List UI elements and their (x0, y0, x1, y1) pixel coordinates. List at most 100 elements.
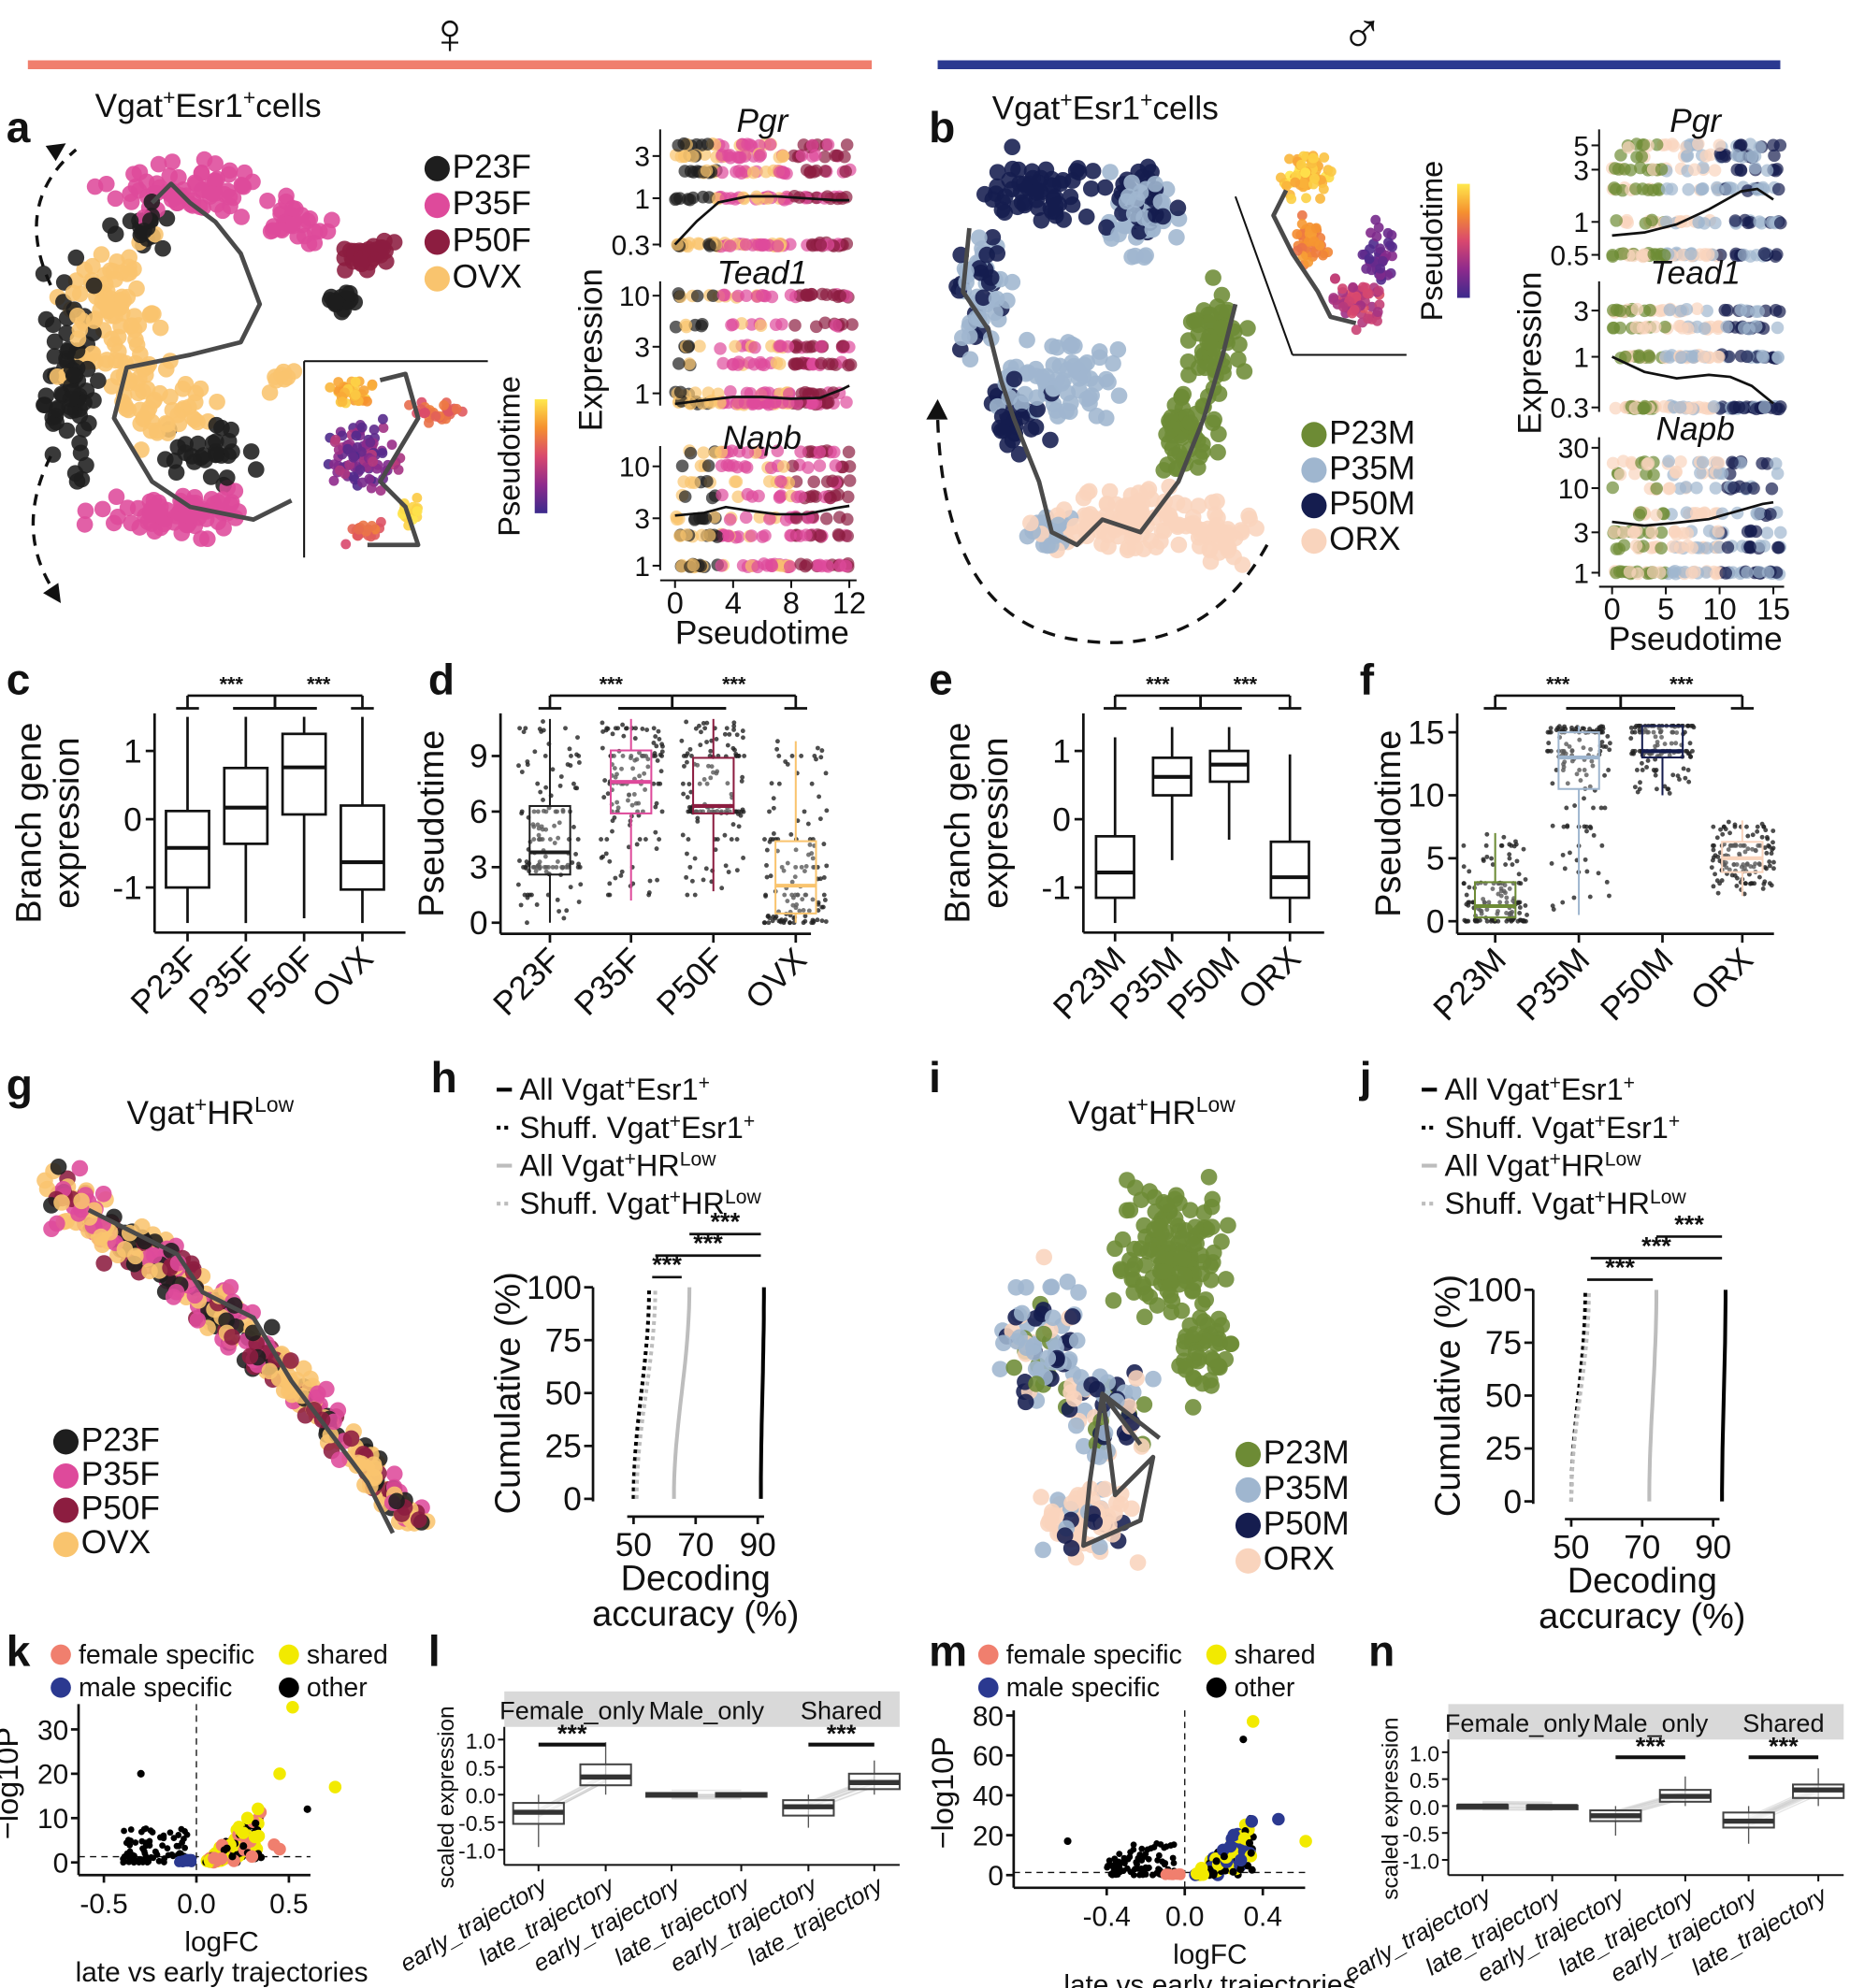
jitter-point (766, 920, 772, 926)
expression-point (1742, 323, 1756, 336)
expression-point (678, 490, 692, 503)
cell-point (123, 317, 140, 335)
expression-point (1701, 248, 1715, 261)
jitter-point (1710, 857, 1715, 863)
cell-point (158, 183, 176, 200)
cell-point (1070, 1284, 1087, 1301)
expression-point (684, 446, 698, 460)
cell-point (1205, 1351, 1221, 1368)
jitter-point (1525, 913, 1529, 917)
cell-point (67, 272, 85, 289)
jitter-point (1604, 879, 1610, 885)
expression-point (800, 164, 814, 177)
cell-point (1013, 1304, 1031, 1322)
inset-point (377, 413, 388, 425)
expression-point (813, 445, 827, 459)
jitter-point (1632, 785, 1638, 790)
expression-point (1764, 508, 1777, 521)
cell-point (340, 284, 358, 302)
jitter-point (762, 837, 767, 843)
jitter-point (1685, 768, 1691, 772)
cell-point (1056, 1527, 1074, 1544)
y-axis-label: Expression (573, 268, 610, 431)
expression-point (1682, 182, 1696, 196)
expression-point (740, 461, 754, 474)
box-OVX (774, 840, 817, 915)
cell-point (1082, 180, 1100, 197)
cell-point (1128, 1370, 1145, 1387)
cell-point (94, 1185, 112, 1203)
cell-point (1046, 380, 1062, 397)
expression-point (744, 529, 759, 542)
legend-label-ORX: ORX (1264, 1541, 1335, 1577)
jitter-point (1484, 831, 1490, 837)
expression-point (794, 490, 807, 503)
expression-point (1753, 507, 1766, 520)
jitter-point (1518, 881, 1524, 886)
text-part: Vgat (1068, 1095, 1136, 1131)
jitter-point (565, 762, 571, 767)
legend-label-P23F: P23F (453, 149, 531, 185)
expression-point (774, 474, 788, 488)
jitter-point (740, 807, 745, 813)
jitter-point (1771, 859, 1776, 865)
jitter-point (603, 851, 609, 857)
jitter-point (1711, 824, 1716, 829)
cell-point (1016, 196, 1033, 214)
expression-point (831, 149, 845, 163)
y-tick-label: 30 (1558, 434, 1589, 465)
jitter-point (734, 868, 740, 873)
superscript: + (1060, 88, 1072, 112)
inset-point (412, 493, 423, 503)
jitter-point (1464, 892, 1469, 898)
jitter-point (1771, 840, 1775, 845)
trend-curve (674, 384, 850, 406)
jitter-point (687, 746, 693, 752)
expression-point (701, 459, 715, 472)
expression-point (1697, 350, 1710, 364)
expression-point (1609, 401, 1623, 415)
cell-point (241, 1347, 259, 1365)
cell-point (1048, 339, 1066, 356)
expression-point (1637, 401, 1651, 415)
expression-point (1639, 217, 1653, 230)
inset-point (362, 396, 372, 407)
cell-point (36, 396, 52, 413)
cell-point (49, 368, 66, 385)
expression-point (755, 289, 769, 302)
cell-point (1076, 356, 1093, 374)
jitter-point (742, 753, 747, 758)
text-part: Esr1 (1073, 91, 1140, 127)
superscript: + (195, 1092, 207, 1116)
inset-point (1290, 177, 1301, 188)
jitter-point (695, 815, 701, 821)
inset-point (366, 483, 377, 494)
jitter-point (523, 726, 528, 731)
legend-label-OVX: OVX (81, 1524, 151, 1561)
expression-point (763, 512, 776, 526)
jitter-point (550, 767, 556, 772)
panel-label-d: d (428, 655, 455, 704)
cell-point (50, 1158, 67, 1175)
y-tick-label: 0.3 (1550, 394, 1588, 425)
legend-marker (424, 155, 450, 181)
inset-point (356, 422, 368, 433)
cell-point (278, 187, 295, 205)
y-tick-label: 10 (1558, 474, 1589, 505)
jitter-point (575, 735, 580, 741)
jitter-point (534, 902, 540, 907)
cell-point (90, 372, 107, 389)
cell-point (145, 491, 163, 509)
expression-point (1760, 164, 1774, 178)
cell-point (201, 188, 219, 205)
cell-point (73, 1192, 90, 1210)
cell-point (162, 388, 179, 406)
y-axis-label: Pseudotime (412, 730, 452, 917)
cell-point (1234, 556, 1251, 573)
jitter-point (815, 745, 820, 751)
cell-point (1147, 175, 1163, 193)
gene-name-Napb: Napb (1656, 411, 1735, 447)
cell-point (1119, 1202, 1135, 1219)
cell-point (138, 381, 156, 397)
cell-point (85, 312, 103, 329)
